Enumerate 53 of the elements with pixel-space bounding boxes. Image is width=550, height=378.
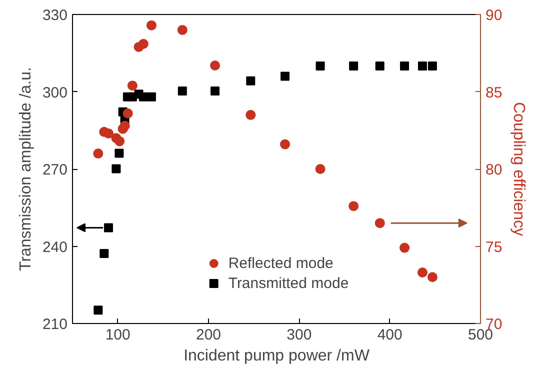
x-axis-title: Incident pump power /mW [184,348,370,364]
y-axis-title: Transmission amplitude /a.u. [17,67,34,271]
legend-label: Reflected mode [228,254,334,272]
point [210,86,220,96]
point [138,92,148,102]
point [112,164,121,174]
point [94,306,103,315]
point [246,76,256,86]
point [104,223,113,232]
point [374,218,385,228]
point [428,62,437,70]
point [114,148,124,158]
y-tick-label: 240 [42,238,68,256]
point [348,201,359,212]
x-tick-label: 200 [196,326,222,344]
point [114,136,125,146]
y2-tick-label: 80 [486,162,502,178]
x-tick-label: 400 [377,326,402,344]
y2-tick-label: 85 [486,84,502,102]
point [246,110,256,120]
y-tick-label: 270 [42,162,68,178]
y-tick-label: 210 [42,316,68,333]
y2-tick-label: 75 [486,238,502,256]
y2-axis-title: Coupling efficiency [510,102,528,236]
point [100,248,109,258]
y2-tick-label: 90 [486,7,502,24]
point [418,62,427,70]
y-tick-label: 300 [42,84,68,102]
point [177,24,188,35]
x-tick-label: 300 [286,326,312,344]
point [93,148,104,159]
point [127,80,138,91]
point [315,164,326,174]
point [417,268,428,278]
point [280,72,290,81]
point [178,86,187,96]
point [138,38,148,49]
legend-label: Transmitted mode [228,274,349,292]
x-tick-label: 100 [105,326,130,344]
point [400,62,410,70]
point [375,62,384,70]
point [316,62,325,70]
point [120,120,130,131]
point [122,108,133,118]
point [427,272,438,282]
point [146,92,156,102]
y-tick-label: 330 [42,7,68,24]
point [103,128,114,138]
point [210,60,220,70]
point [400,242,410,253]
point [349,62,358,70]
point [146,20,156,30]
point [280,139,290,150]
